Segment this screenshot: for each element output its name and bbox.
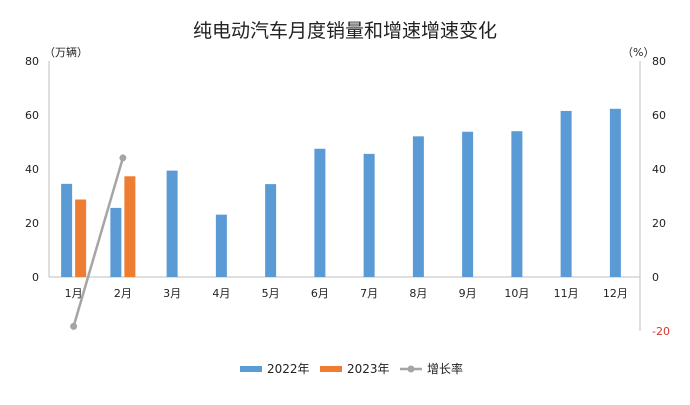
x-axis-category-label: 7月 [360, 287, 378, 300]
x-axis-category-label: 6月 [311, 287, 329, 300]
legend-label: 2023年 [347, 362, 390, 376]
growth-rate-point [119, 154, 127, 162]
x-axis-category-label: 5月 [262, 287, 280, 300]
right-axis-tick-label: 60 [652, 109, 666, 122]
bar-2022年 [265, 184, 277, 277]
x-axis-category-label: 2月 [114, 287, 132, 300]
x-axis-category-label: 3月 [163, 287, 181, 300]
left-axis-tick-label: 60 [25, 109, 39, 122]
bar-2022年 [363, 153, 375, 277]
bar-2022年 [314, 148, 326, 277]
bar-2022年 [166, 170, 178, 277]
bar-2022年 [215, 214, 227, 277]
right-axis-tick-label: 20 [652, 217, 666, 230]
legend-marker [407, 365, 415, 373]
right-axis-unit: （%） [622, 46, 654, 59]
chart-title: 纯电动汽车月度销量和增速增速变化 [193, 20, 497, 42]
bars-group [61, 108, 621, 277]
legend-label: 2022年 [267, 362, 310, 376]
right-axis-tick-label: 80 [652, 55, 666, 68]
right-axis-tick-label: 40 [652, 163, 666, 176]
tick-labels-group: 0 20 40 60 80 -20 0 20 40 60 80 1月 2月 3月 4月 5月 6月 7月 8月 9月 1… [25, 55, 670, 338]
x-axis-category-label: 1月 [65, 287, 83, 300]
bar-2022年 [110, 207, 122, 277]
x-axis-category-label: 10月 [504, 287, 529, 300]
legend: 2022年 2023年 增长率 [240, 361, 463, 376]
right-axis-tick-label: 0 [652, 271, 659, 284]
left-axis-tick-label: 80 [25, 55, 39, 68]
growth-rate-point [70, 322, 78, 330]
bar-2022年 [462, 131, 474, 277]
growth-rate-line [72, 157, 125, 327]
bar-2022年 [61, 183, 73, 277]
growth-line-group [70, 154, 127, 330]
x-axis-category-label: 9月 [459, 287, 477, 300]
bar-2022年 [609, 108, 621, 277]
x-axis-category-label: 11月 [554, 287, 579, 300]
x-axis-category-label: 8月 [409, 287, 427, 300]
left-axis-tick-label: 0 [32, 271, 39, 284]
legend-swatch [320, 366, 342, 372]
bar-2023年 [124, 176, 136, 277]
bar-2022年 [511, 131, 523, 277]
left-axis-tick-label: 40 [25, 163, 39, 176]
x-axis-category-label: 4月 [212, 287, 230, 300]
axes-group [48, 61, 641, 331]
right-axis-tick-label: -20 [652, 325, 670, 338]
left-axis-tick-label: 20 [25, 217, 39, 230]
left-axis-unit: （万辆） [44, 45, 88, 59]
x-axis-category-label: 12月 [603, 287, 628, 300]
bar-2022年 [412, 136, 424, 277]
bar-2022年 [560, 110, 572, 277]
legend-swatch [240, 366, 262, 372]
legend-label: 增长率 [427, 361, 463, 376]
bar-2023年 [75, 199, 87, 277]
